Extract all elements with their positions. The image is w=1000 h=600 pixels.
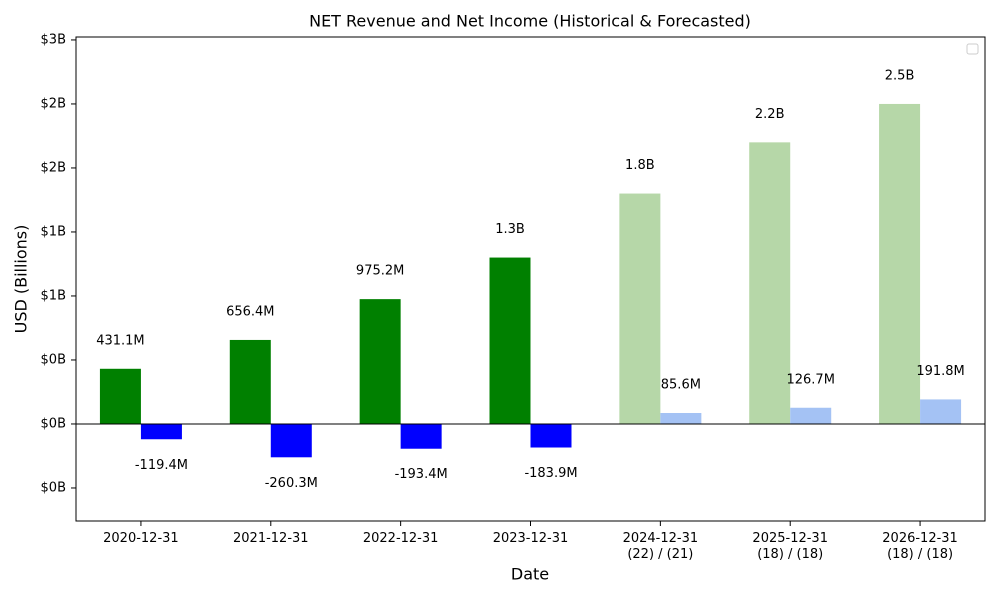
value-label: 431.1M [96,333,144,348]
y-tick-label: $2B [41,160,66,175]
value-label: -260.3M [265,476,318,491]
y-tick-label: $1B [41,288,66,303]
value-label: -119.4M [135,458,188,473]
bar [790,407,832,424]
value-label: 975.2M [356,264,404,279]
y-tick-label: $0B [41,480,66,495]
x-axis-label: Date [511,565,549,584]
y-tick-label: $1B [41,224,66,239]
value-label: 2.2B [755,107,785,122]
bar [920,399,962,424]
value-label: 126.7M [786,372,834,387]
legend-box [966,43,979,55]
y-tick-label: $2B [41,96,66,111]
x-tick-label: 2023-12-31 [493,531,569,546]
value-label: 1.8B [625,158,655,173]
value-label: 656.4M [226,304,274,319]
y-tick-label: $0B [41,352,66,367]
value-label: -183.9M [524,466,577,481]
bar [530,423,572,448]
y-tick-label: $0B [41,416,66,431]
bar [99,368,141,424]
bar [140,423,182,440]
x-tick-label: 2024-12-31 (22) / (21) [623,531,699,562]
x-tick-label: 2026-12-31 (18) / (18) [882,531,958,562]
x-tick-label: 2021-12-31 [233,531,309,546]
value-label: 1.3B [495,222,525,237]
x-tick-label: 2025-12-31 (18) / (18) [752,531,828,562]
value-label: 85.6M [661,378,701,393]
bar [749,142,791,424]
chart-title: NET Revenue and Net Income (Historical &… [309,12,751,31]
y-tick-label: $3B [41,32,66,47]
value-label: 191.8M [916,364,964,379]
bar [229,339,271,424]
bar [619,193,661,424]
bar [359,299,401,424]
bar [270,423,312,458]
bar [660,413,702,424]
x-tick-label: 2020-12-31 [103,531,179,546]
bar [400,423,442,449]
y-axis-label: USD (Billions) [12,225,31,334]
value-label: -193.4M [395,467,448,482]
x-tick-label: 2022-12-31 [363,531,439,546]
value-label: 2.5B [885,68,915,83]
bar [489,257,531,424]
bar [879,103,921,424]
